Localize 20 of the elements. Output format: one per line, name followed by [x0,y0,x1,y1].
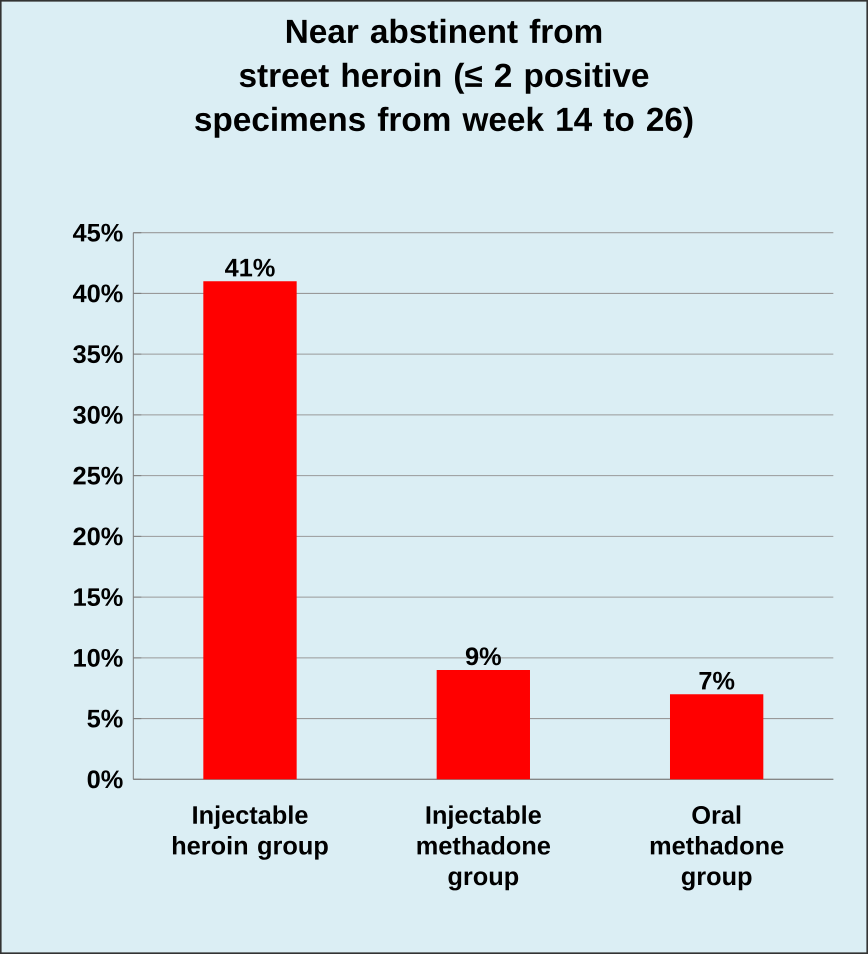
bar [436,670,530,780]
data-label: 7% [699,672,734,690]
y-tick-label: 25% [73,466,123,485]
y-tick-label: 15% [74,588,123,606]
y-tick-label: 5% [87,710,123,728]
y-tick-label: 35% [73,345,123,364]
y-tick-label: 45% [72,224,123,242]
y-tick-label: 10% [74,648,123,667]
data-label: 41% [225,258,275,277]
x-tick-label: Injectable methadone group [417,805,550,890]
y-tick-label: 0% [88,770,123,788]
y-tick-label: 20% [73,527,123,546]
chart-title: Near abstinent from street heroin (≤ 2 positive specimens from week 14 to 26) [195,18,692,138]
data-label: 9% [466,647,501,666]
x-tick-label: Oral methadone group [650,805,784,890]
bar [670,694,764,780]
x-tick-label: Injectable heroin group [172,805,328,860]
bar [203,281,297,780]
y-tick-label: 30% [73,406,123,424]
y-tick-label: 40% [72,284,123,302]
